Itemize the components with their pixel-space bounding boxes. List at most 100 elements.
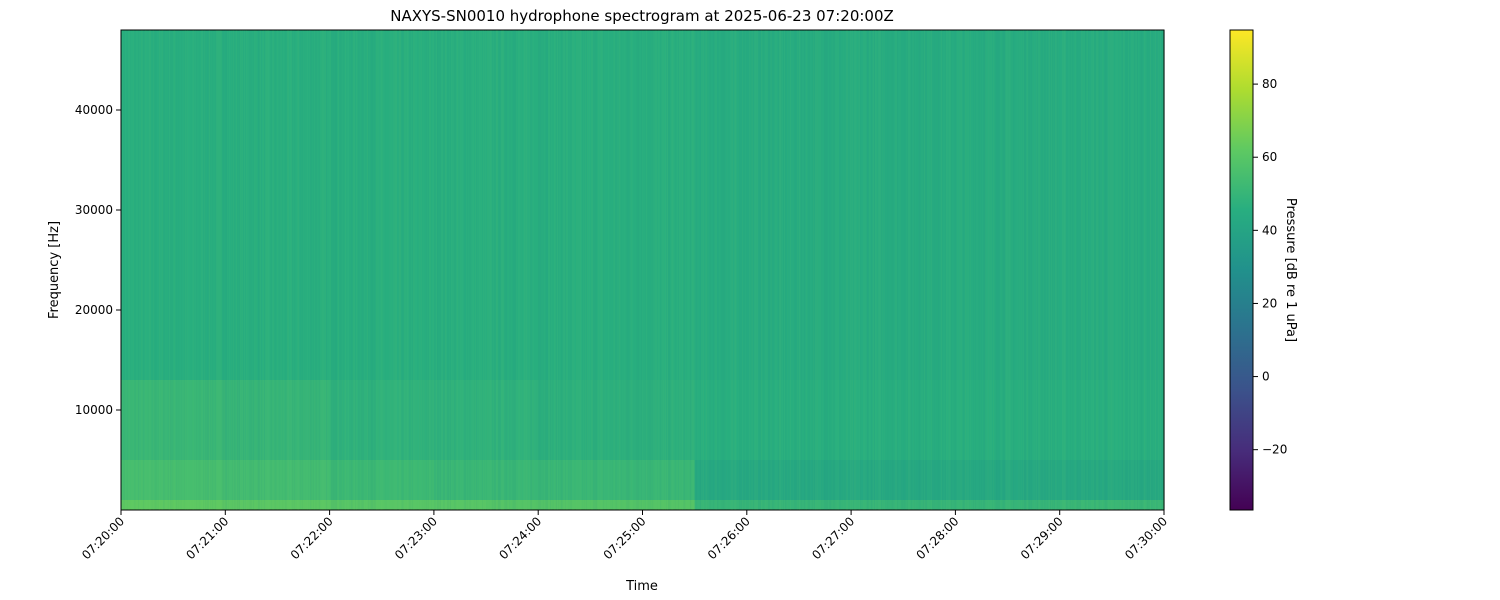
x-tick-label: 07:24:00 xyxy=(496,514,544,562)
heatmap-cell xyxy=(955,30,1009,380)
heatmap-cell xyxy=(1111,380,1165,460)
heatmap-cell xyxy=(694,380,748,460)
colorbar xyxy=(1229,29,1254,511)
heatmap-cell xyxy=(329,460,383,500)
heatmap-cell xyxy=(329,30,383,380)
heatmap-cell xyxy=(486,30,539,380)
heatmap-cell xyxy=(329,380,383,460)
y-tick-label: 20000 xyxy=(75,303,113,317)
colorbar-tick-label: −20 xyxy=(1262,443,1287,457)
heatmap-cell xyxy=(486,500,539,510)
heatmap-cell xyxy=(225,460,279,500)
heatmap-cell xyxy=(798,500,852,510)
colorbar-tick-label: 80 xyxy=(1262,77,1277,91)
x-tick-label: 07:29:00 xyxy=(1018,514,1066,562)
heatmap-cell xyxy=(486,460,539,500)
heatmap-cell xyxy=(173,460,226,500)
heatmap-cell xyxy=(642,380,696,460)
heatmap-cell xyxy=(694,460,748,500)
heatmap-cell xyxy=(746,380,800,460)
heatmap-cells xyxy=(121,30,1165,510)
heatmap-cell xyxy=(851,380,904,460)
heatmap-cell xyxy=(903,30,956,380)
heatmap-cell xyxy=(590,380,644,460)
heatmap-cell xyxy=(694,500,748,510)
heatmap-cell xyxy=(642,500,696,510)
heatmap-cell xyxy=(381,500,435,510)
x-tick-label: 07:22:00 xyxy=(288,514,336,562)
heatmap-cell xyxy=(277,460,331,500)
colorbar-label: Pressure [dB re 1 uPa] xyxy=(1283,198,1298,342)
heatmap-cell xyxy=(225,500,279,510)
heatmap-cell xyxy=(590,500,644,510)
heatmap-cell xyxy=(225,30,279,380)
heatmap-cell xyxy=(955,500,1009,510)
x-axis-label: Time xyxy=(625,579,658,594)
heatmap-cell xyxy=(903,460,956,500)
heatmap-cell xyxy=(851,460,904,500)
heatmap-cell xyxy=(433,500,487,510)
heatmap-cell xyxy=(381,380,435,460)
heatmap-cell xyxy=(746,460,800,500)
heatmap-cell xyxy=(381,30,435,380)
heatmap-cell xyxy=(642,460,696,500)
heatmap-cell xyxy=(590,30,644,380)
heatmap-cell xyxy=(433,460,487,500)
heatmap-cell xyxy=(903,380,956,460)
x-tick-label: 07:23:00 xyxy=(392,514,440,562)
heatmap-cell xyxy=(642,30,696,380)
heatmap-cell xyxy=(798,460,852,500)
heatmap-cell xyxy=(121,380,174,460)
heatmap-cell xyxy=(121,500,174,510)
heatmap-cell xyxy=(277,500,331,510)
colorbar-tick-label: 60 xyxy=(1262,150,1277,164)
x-tick-label: 07:30:00 xyxy=(1122,514,1170,562)
heatmap-cell xyxy=(694,30,748,380)
colorbar-tick-label: 20 xyxy=(1262,296,1277,310)
heatmap-cell xyxy=(798,30,852,380)
colorbar-tick-label: 40 xyxy=(1262,223,1277,237)
y-axis-label: Frequency [Hz] xyxy=(47,221,62,319)
x-tick-label: 07:20:00 xyxy=(79,514,127,562)
chart-title: NAXYS-SN0010 hydrophone spectrogram at 2… xyxy=(390,7,894,25)
heatmap-cell xyxy=(538,460,591,500)
y-axis: 10000 20000 30000 40000 xyxy=(75,103,121,417)
heatmap-cell xyxy=(955,460,1009,500)
heatmap-cell xyxy=(277,30,331,380)
heatmap-cell xyxy=(590,460,644,500)
x-tick-label: 07:21:00 xyxy=(183,514,231,562)
heatmap-cell xyxy=(433,30,487,380)
x-tick-label: 07:25:00 xyxy=(601,514,649,562)
heatmap-cell xyxy=(173,380,226,460)
heatmap-cell xyxy=(851,500,904,510)
heatmap-cell xyxy=(538,500,591,510)
heatmap-cell xyxy=(746,500,800,510)
heatmap-cell xyxy=(121,30,174,380)
heatmap-cell xyxy=(538,380,591,460)
heatmap-cell xyxy=(433,380,487,460)
x-axis: 07:20:00 07:21:00 07:22:00 07:23:00 07:24:00… xyxy=(79,510,1170,562)
x-tick-label: 07:27:00 xyxy=(809,514,857,562)
heatmap-cell xyxy=(329,500,383,510)
y-tick-label: 30000 xyxy=(75,203,113,217)
y-tick-label: 40000 xyxy=(75,103,113,117)
y-tick-label: 10000 xyxy=(75,403,113,417)
heatmap-cell xyxy=(225,380,279,460)
heatmap-cell xyxy=(1007,380,1061,460)
heatmap-cell xyxy=(1111,500,1165,510)
heatmap-cell xyxy=(381,460,435,500)
heatmap-cell xyxy=(538,30,591,380)
heatmap-cell xyxy=(277,380,331,460)
heatmap-cell xyxy=(1111,460,1165,500)
x-tick-label: 07:28:00 xyxy=(914,514,962,562)
heatmap-cell xyxy=(1007,460,1061,500)
heatmap-cell xyxy=(851,30,904,380)
heatmap-cell xyxy=(1007,30,1061,380)
heatmap-cell xyxy=(746,30,800,380)
heatmap-cell xyxy=(173,30,226,380)
heatmap-cell xyxy=(173,500,226,510)
colorbar-tick-label: 0 xyxy=(1262,370,1270,384)
heatmap-cell xyxy=(1059,460,1113,500)
heatmap-cell xyxy=(1007,500,1061,510)
heatmap-cell xyxy=(1059,380,1113,460)
